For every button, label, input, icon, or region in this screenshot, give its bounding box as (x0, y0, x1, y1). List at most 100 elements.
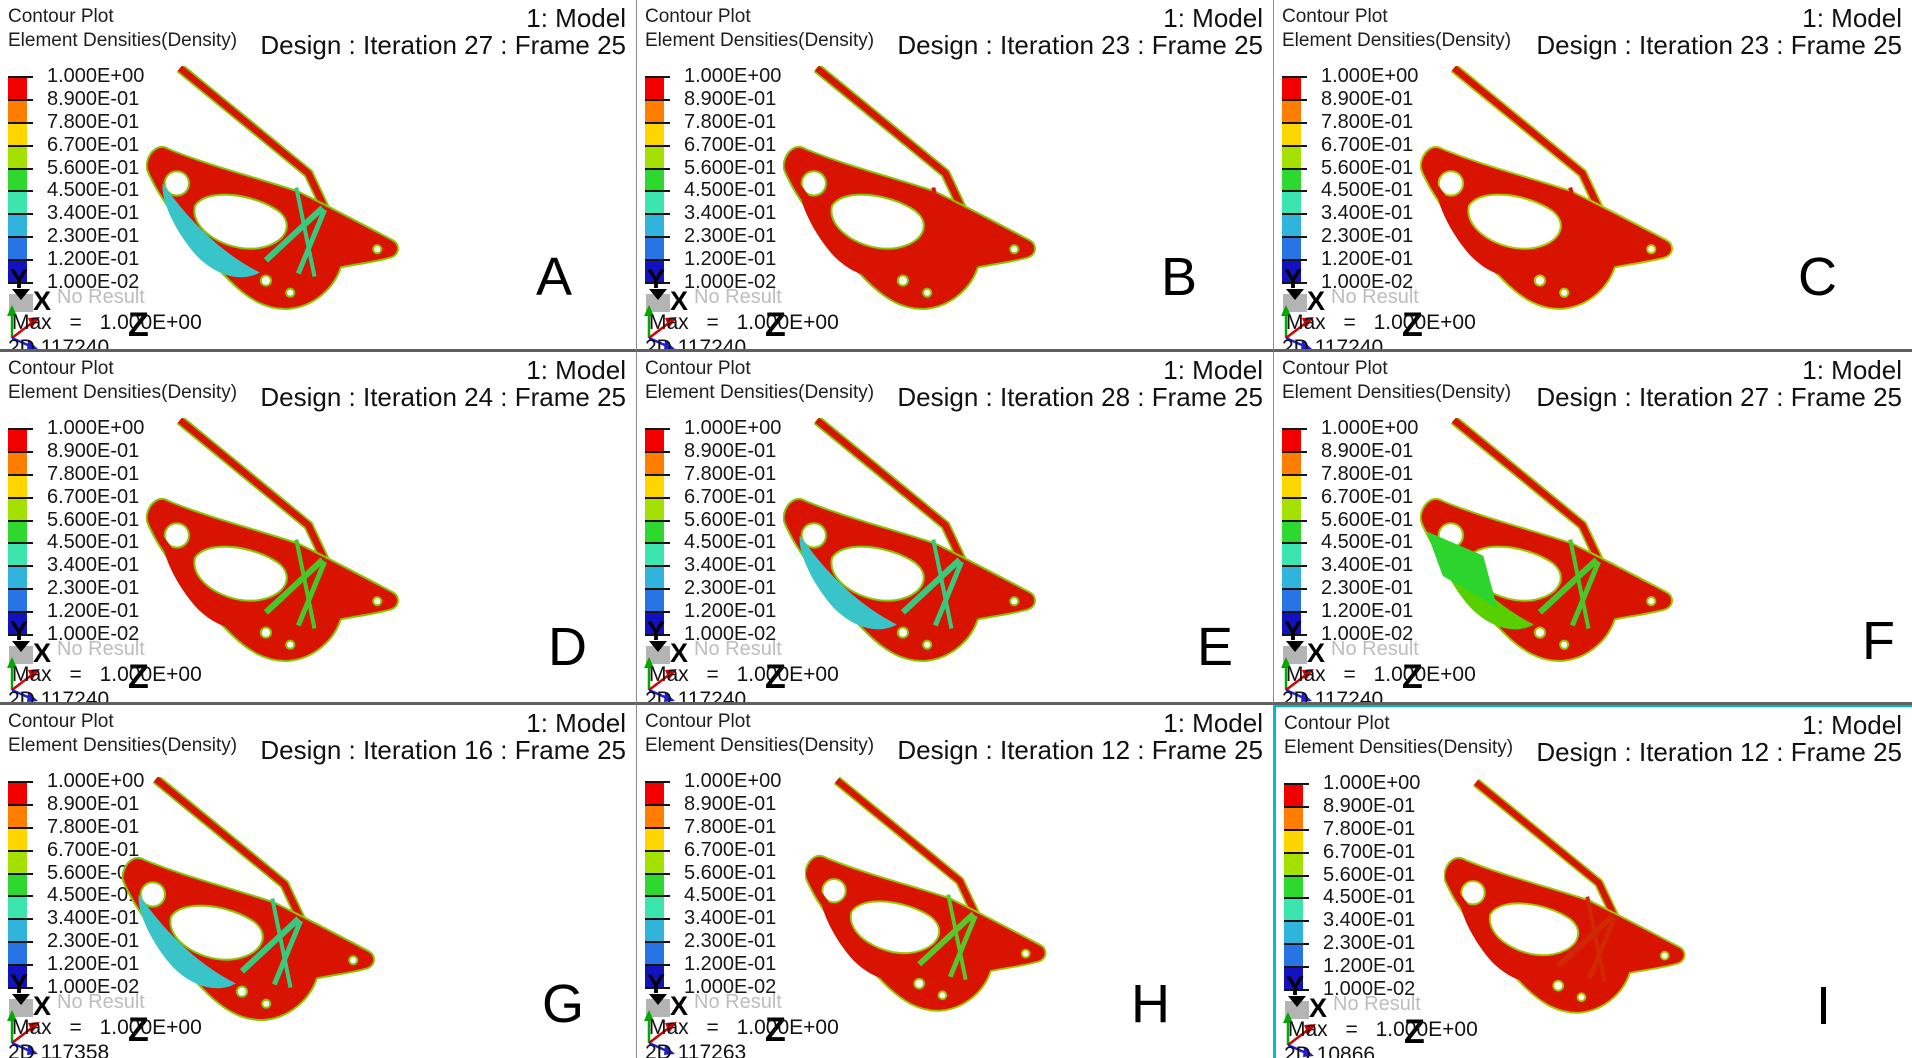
legend-value-label: 3.400E-01 (47, 202, 140, 224)
max-value-label: Max = 1.000E+00 (12, 1016, 202, 1039)
legend-value-label: 2.300E-01 (684, 577, 777, 599)
top-strut (834, 777, 979, 916)
legend-ticks (1284, 783, 1309, 991)
main-body (122, 856, 376, 1021)
legend-tick (1284, 966, 1309, 968)
legend-tick (1282, 428, 1307, 430)
axis-y-label: Y (1284, 264, 1303, 294)
result-type-label: Element Densities(Density) (1282, 382, 1512, 403)
legend-value-label: 8.900E-01 (1321, 88, 1414, 110)
legend-color-block (645, 236, 664, 260)
brace-strut-3 (1568, 539, 1591, 629)
legend-tick (1282, 99, 1307, 101)
legend-value-label: 8.900E-01 (684, 793, 777, 815)
viewport-panel[interactable]: Contour Plot Element Densities(Density) … (1274, 705, 1912, 1058)
contour-plot-label: Contour Plot (645, 6, 751, 27)
contour-plot-label: Contour Plot (8, 711, 114, 732)
legend-tick (1282, 451, 1307, 453)
legend-tick (1282, 213, 1307, 215)
viewport-panel[interactable]: Contour Plot Element Densities(Density) … (637, 705, 1274, 1058)
legend-color-block (645, 450, 664, 474)
viewport-panel[interactable]: Contour Plot Element Densities(Density) … (1274, 352, 1912, 705)
brace-strut-2 (271, 919, 303, 986)
legend-value-label: 7.800E-01 (684, 111, 777, 133)
result-type-label: Element Densities(Density) (645, 382, 875, 403)
orientation-triad-icon (644, 305, 677, 349)
legend-value-label: 8.900E-01 (47, 440, 140, 462)
legend-color-block (8, 542, 27, 566)
brace-strut-1 (1537, 557, 1599, 615)
axis-z-label: Z (1402, 306, 1423, 344)
legend-value-label: 6.700E-01 (684, 486, 777, 508)
legend-color-block (1284, 897, 1303, 921)
legend-ticks (645, 76, 670, 284)
legend-color-block (8, 496, 27, 520)
legend-color-block (8, 803, 27, 827)
legend-value-label: 1.000E+00 (47, 417, 145, 439)
legend-tick (8, 259, 33, 261)
viewport-panel[interactable]: Contour Plot Element Densities(Density) … (1274, 0, 1912, 352)
legend-tick (645, 122, 670, 124)
density-contour-model (1444, 778, 1686, 1014)
legend-tick (8, 474, 33, 476)
viewport-panel[interactable]: Contour Plot Element Densities(Density) … (637, 0, 1274, 352)
legend-color-block (645, 849, 664, 873)
legend-value-label: 3.400E-01 (684, 554, 777, 576)
axis-y-arrow-icon (1286, 641, 1304, 652)
result-type-label: Element Densities(Density) (1284, 737, 1514, 758)
viewport-panel[interactable]: Contour Plot Element Densities(Density) … (0, 0, 637, 352)
legend-tick (645, 611, 670, 613)
contour-plot-label: Contour Plot (8, 358, 114, 379)
legend-colorbar (1284, 783, 1303, 990)
legend-colorbar (1282, 428, 1301, 635)
design-iteration-label: Design : Iteration 28 : Frame 25 (897, 382, 1263, 412)
legend-value-label: 6.700E-01 (1321, 134, 1414, 156)
legend-color-block (1282, 167, 1301, 191)
legend-value-label: 8.900E-01 (684, 88, 777, 110)
legend-color-block (8, 964, 27, 988)
legend-value-label: 8.900E-01 (1321, 440, 1414, 462)
viewport-panel[interactable]: Contour Plot Element Densities(Density) … (637, 352, 1274, 705)
legend-value-label: 7.800E-01 (47, 111, 140, 133)
model-name-label: 1: Model (526, 708, 626, 738)
panel-letter-label: C (1798, 247, 1837, 307)
legend-tick (1284, 943, 1309, 945)
legend-labels: 1.000E+00 8.900E-01 7.800E-01 6.700E-01 5.60… (1321, 417, 1451, 658)
legend-value-label: 8.900E-01 (47, 793, 140, 815)
legend-color-block (1284, 966, 1303, 990)
legend-tick (1282, 634, 1307, 636)
legend-color-block (645, 190, 664, 214)
brace-strut-3 (1585, 896, 1607, 983)
legend-color-block (8, 473, 27, 497)
contour-plot-label: Contour Plot (645, 711, 751, 732)
main-body (1420, 497, 1674, 662)
legend-value-label: 5.600E-01 (1321, 157, 1414, 179)
axis-x-label: X (670, 638, 689, 668)
no-result-label: No Result (1331, 638, 1419, 660)
element-count-label: 2D 117358 (8, 1041, 110, 1058)
legend-color-block (1284, 943, 1303, 967)
result-type-label: Element Densities(Density) (1282, 30, 1512, 51)
density-contour-model (805, 776, 1047, 1012)
model-name-label: 1: Model (1802, 710, 1902, 740)
legend-color-block (8, 236, 27, 260)
top-strut (177, 418, 328, 562)
legend-ticks (645, 428, 670, 636)
element-count-label: 2D 10866 (1284, 1043, 1376, 1058)
legend-color-block (645, 964, 664, 988)
brace-strut-1 (263, 557, 325, 615)
legend-value-label: 6.700E-01 (684, 839, 777, 861)
no-result-label: No Result (694, 991, 782, 1013)
density-contour-model (1420, 66, 1674, 310)
legend-colorbar (645, 781, 664, 988)
top-strut (177, 66, 328, 210)
legend-color-block (1282, 542, 1301, 566)
legend-color-block (1284, 783, 1303, 806)
viewport-panel[interactable]: Contour Plot Element Densities(Density) … (0, 352, 637, 705)
contour-plot-label: Contour Plot (8, 6, 114, 27)
legend-color-block (645, 428, 664, 451)
legend-color-block (1282, 519, 1301, 543)
model-name-label: 1: Model (1163, 3, 1263, 33)
legend-color-block (645, 167, 664, 191)
viewport-panel[interactable]: Contour Plot Element Densities(Density) … (0, 705, 637, 1058)
